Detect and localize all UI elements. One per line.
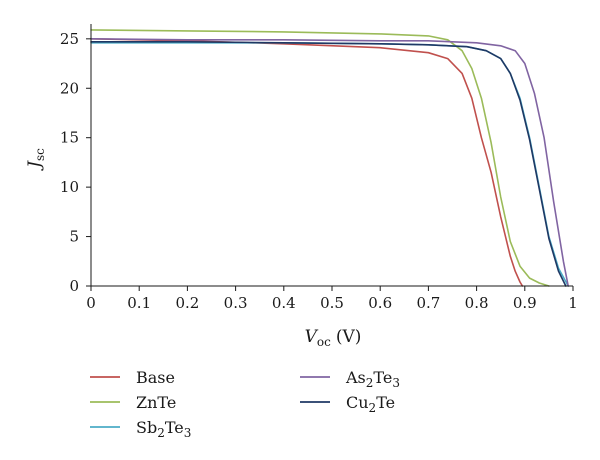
series-line-base (90, 37, 524, 287)
series-line-znte (90, 29, 550, 287)
legend-label-part: Base (136, 368, 175, 387)
legend-label-part: 3 (184, 426, 192, 440)
legend-label-part: As (345, 368, 366, 387)
legend-label-part: ZnTe (136, 393, 176, 412)
y-tick-label: 5 (69, 228, 79, 246)
y-axis-label-var: J (25, 160, 45, 171)
x-tick-label: 0.2 (175, 294, 199, 312)
x-tick-label: 0.9 (513, 294, 537, 312)
x-tick-label: 0.3 (224, 294, 248, 312)
series-line-sb2te3 (90, 41, 570, 287)
x-axis-label-var: V (305, 327, 319, 347)
x-ticks: 0 0.1 0.2 0.3 0.4 0.5 0.6 0.7 0.8 0.9 1 (86, 286, 578, 312)
legend-label: Base (136, 368, 175, 387)
y-ticks: 0 5 10 15 20 25 (60, 30, 91, 295)
legend-item-sb2te3: Sb2Te3 (90, 418, 191, 440)
x-tick-label: 0.5 (320, 294, 344, 312)
legend-label-part: 3 (392, 376, 400, 390)
x-axis-label-unit: (V) (336, 327, 362, 347)
y-tick-label: 25 (60, 30, 79, 48)
y-tick-label: 10 (60, 178, 79, 196)
y-tick-label: 15 (60, 129, 79, 147)
x-tick-label: 0.6 (368, 294, 392, 312)
legend-label-part: 2 (157, 426, 165, 440)
y-axis-label: Jsc (25, 148, 47, 171)
legend-label: Sb2Te3 (136, 418, 191, 440)
legend-item-base: Base (90, 368, 175, 387)
legend-label-part: Te (373, 368, 392, 387)
series-line-cu2te (90, 40, 567, 287)
x-tick-label: 0.7 (416, 294, 440, 312)
legend-label-part: Te (165, 418, 184, 437)
legend-item-cu2te: Cu2Te (300, 393, 395, 415)
series-lines (90, 29, 570, 287)
y-tick-label: 20 (60, 79, 79, 97)
legend-label-part: 2 (369, 401, 377, 415)
legend-label-part: Cu (346, 393, 369, 412)
x-tick-label: 0.4 (272, 294, 296, 312)
y-tick-label: 0 (69, 277, 79, 295)
x-axis-label: Voc (V) (305, 327, 362, 349)
x-axis-label-sub: oc (317, 335, 331, 349)
legend-label-part: Te (376, 393, 395, 412)
legend-label: ZnTe (136, 393, 176, 412)
series-line-as2te3 (90, 37, 570, 287)
x-tick-label: 1 (568, 294, 578, 312)
legend-label-part: Sb (136, 418, 157, 437)
x-tick-label: 0.1 (127, 294, 151, 312)
legend-label: Cu2Te (346, 393, 395, 415)
x-tick-label: 0.8 (465, 294, 489, 312)
legend-label-part: 2 (366, 376, 374, 390)
legend-label: As2Te3 (345, 368, 400, 390)
x-tick-label: 0 (86, 294, 96, 312)
legend-item-as2te3: As2Te3 (300, 368, 400, 390)
axes (90, 24, 573, 287)
legend-item-znte: ZnTe (90, 393, 176, 412)
y-axis-label-sub: sc (33, 148, 47, 161)
